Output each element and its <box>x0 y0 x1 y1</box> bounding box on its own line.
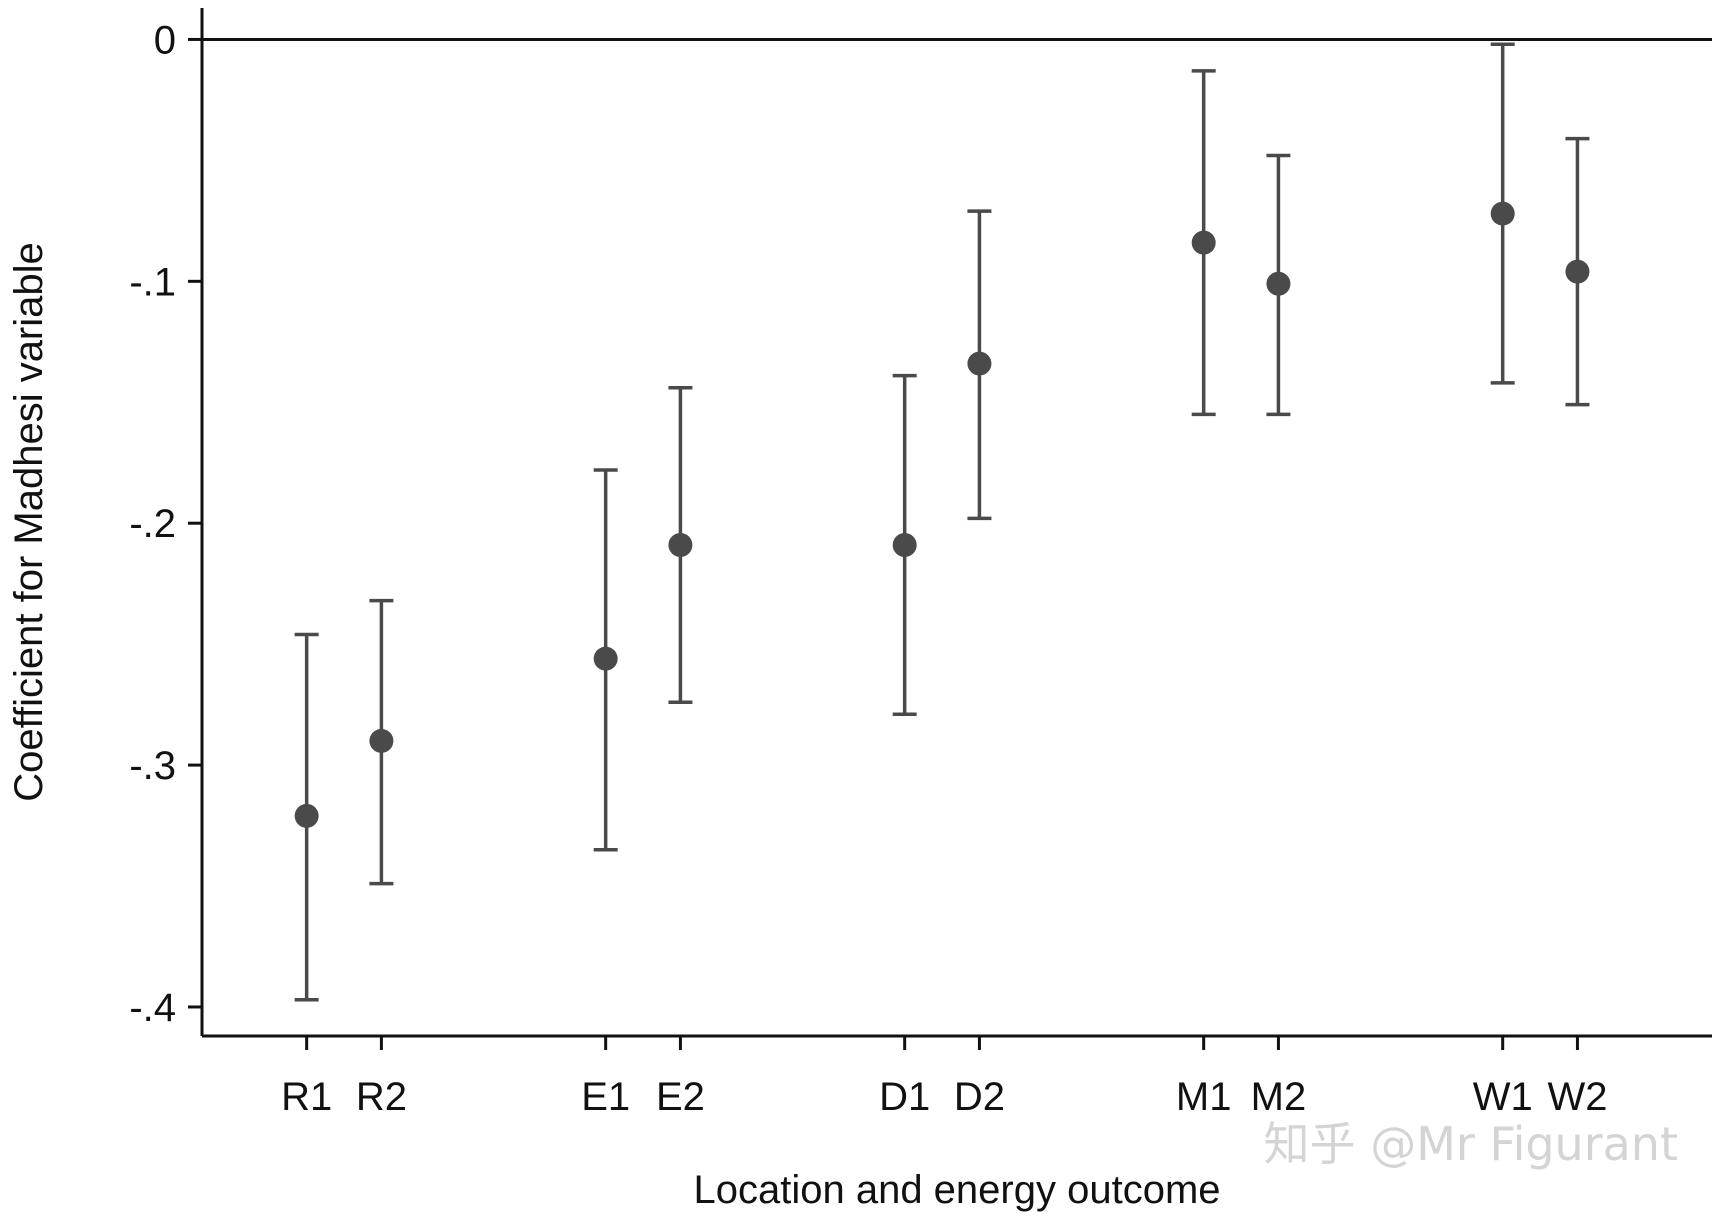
x-tick-label: E1 <box>581 1075 630 1119</box>
x-tick-label: W1 <box>1473 1075 1533 1119</box>
point-estimate-marker <box>294 803 319 828</box>
y-tick-label: 0 <box>154 18 176 62</box>
point-estimate-marker <box>668 532 693 557</box>
x-tick-label: E2 <box>656 1075 705 1119</box>
error-bars <box>294 42 1590 1002</box>
point-estimate-marker <box>369 728 394 753</box>
point-estimate-marker <box>1191 230 1216 255</box>
x-tick-label: M2 <box>1251 1075 1307 1119</box>
point-estimate-marker <box>967 351 992 376</box>
watermark-text: 知乎 @Mr Figurant <box>1264 1117 1678 1171</box>
x-ticks: R1 R2 E1 E2 D1 D2 M1 M2 W1 W2 <box>281 1036 1607 1119</box>
y-tick-label: -.3 <box>129 744 176 788</box>
point-estimate-marker <box>593 646 618 671</box>
x-tick-label: R1 <box>281 1075 332 1119</box>
x-tick-label: D2 <box>954 1075 1005 1119</box>
point-estimate-marker <box>1490 201 1515 226</box>
point-estimate-marker <box>892 532 917 557</box>
x-tick-label: W2 <box>1547 1075 1607 1119</box>
y-ticks: 0 -.1 -.2 -.3 -.4 <box>129 18 202 1030</box>
point-estimates <box>294 201 1590 828</box>
point-estimate-marker <box>1266 271 1291 296</box>
y-axis-title: Coefficient for Madhesi variable <box>7 242 51 802</box>
x-axis-title: Location and energy outcome <box>693 1168 1220 1212</box>
y-tick-label: -.4 <box>129 986 176 1030</box>
axes <box>200 8 1712 1038</box>
point-estimate-marker <box>1565 259 1590 284</box>
x-tick-label: M1 <box>1176 1075 1232 1119</box>
y-tick-label: -.1 <box>129 260 176 304</box>
y-tick-label: -.2 <box>129 502 176 546</box>
x-tick-label: R2 <box>356 1075 407 1119</box>
x-tick-label: D1 <box>879 1075 930 1119</box>
